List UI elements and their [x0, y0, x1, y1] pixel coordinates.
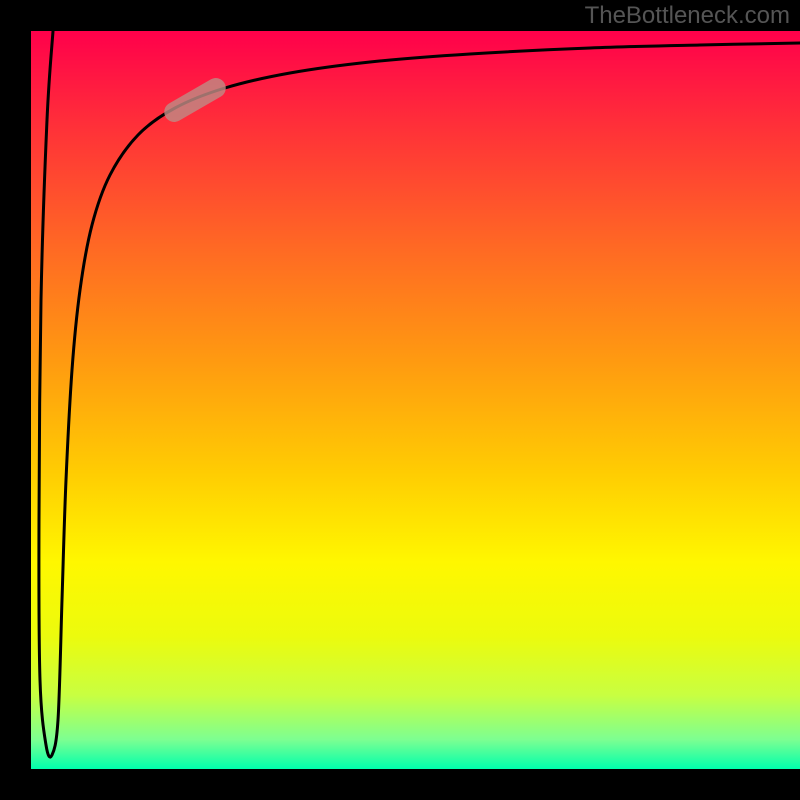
figure-container: TheBottleneck.com — [0, 0, 800, 800]
attribution-text: TheBottleneck.com — [585, 2, 790, 30]
plot-background-gradient — [31, 31, 800, 769]
bottleneck-chart — [0, 0, 800, 800]
